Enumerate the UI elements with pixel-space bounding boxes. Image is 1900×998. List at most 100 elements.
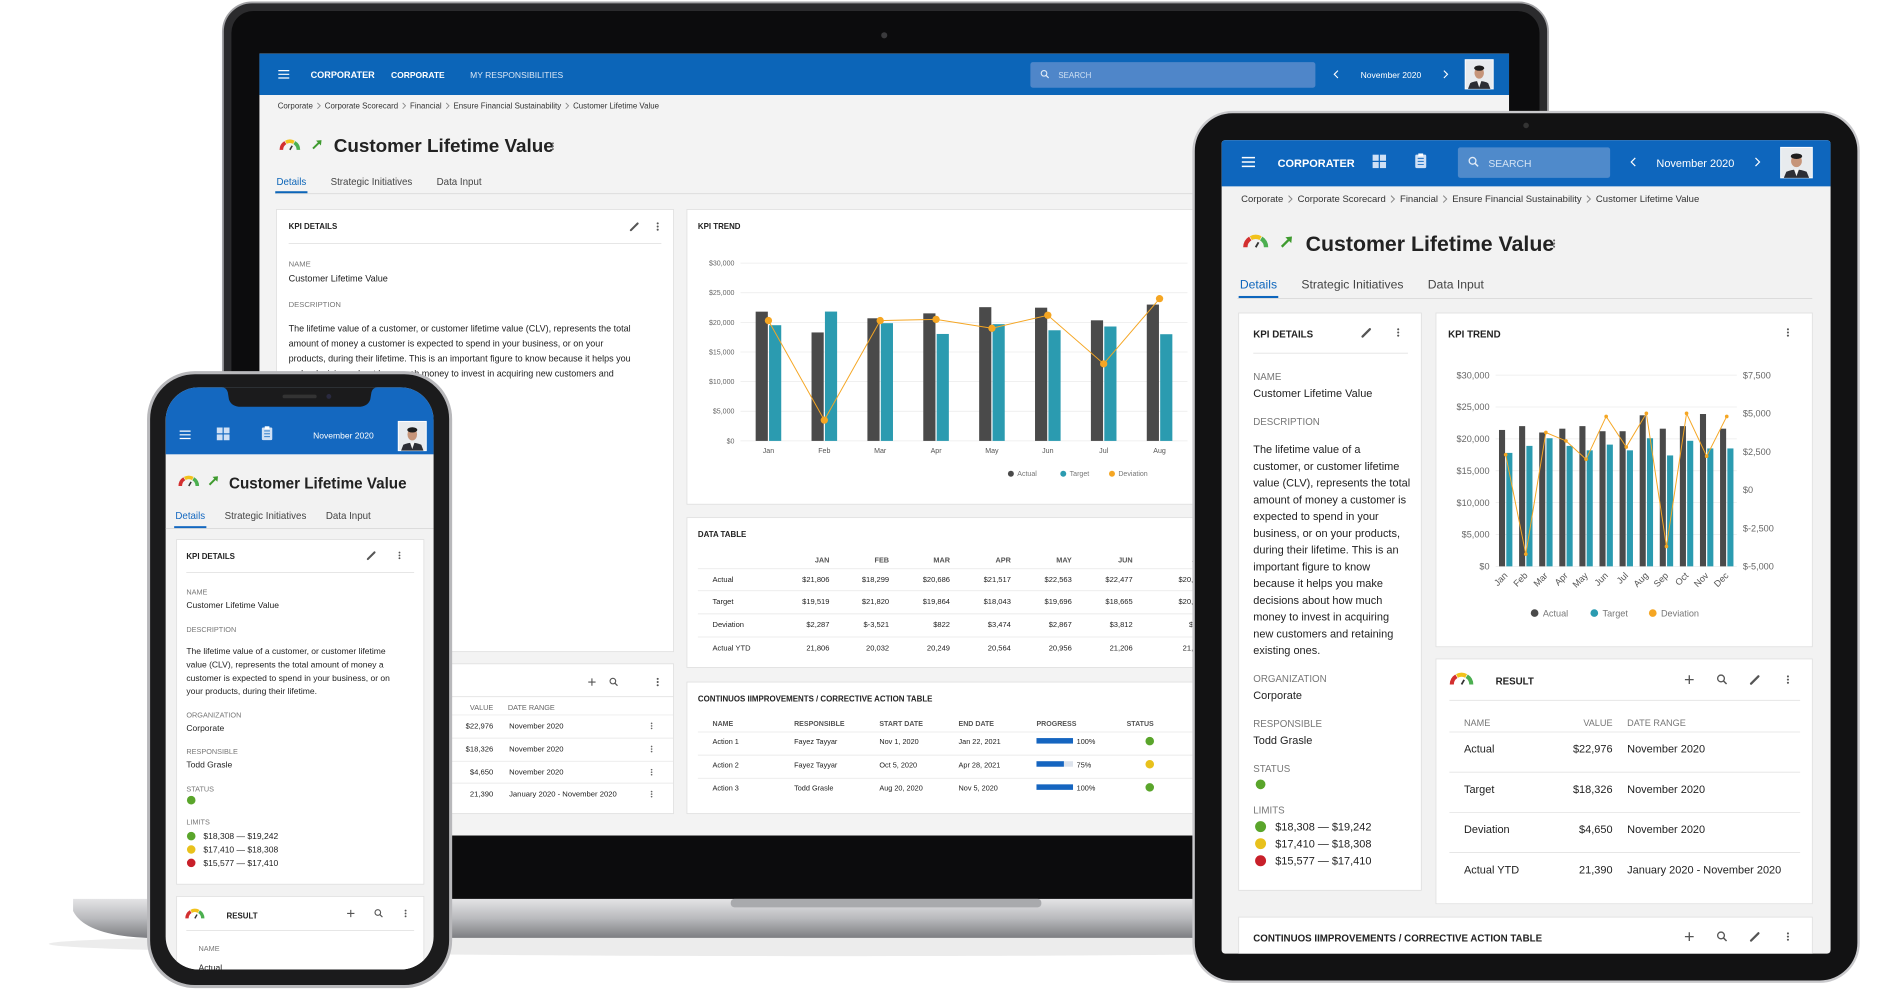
user-avatar[interactable]: [397, 420, 427, 452]
y-tick-label: $25,000: [709, 290, 735, 297]
chevron[interactable]: [1630, 157, 1636, 167]
more-button[interactable]: [1397, 328, 1400, 337]
tab[interactable]: Details: [1240, 278, 1277, 292]
deviation-point: [988, 324, 996, 332]
period-selector[interactable]: November 2020: [1656, 158, 1734, 170]
gauge-icon: [178, 475, 200, 487]
dashboard-button[interactable]: [216, 427, 230, 441]
table-cell: $22,563: [1045, 575, 1072, 584]
breadcrumb-link[interactable]: Financial: [1400, 194, 1438, 205]
nav-link[interactable]: MY RESPONSIBILITIES: [470, 70, 563, 80]
tab[interactable]: Data Input: [326, 511, 371, 522]
breadcrumb-link[interactable]: Corporate: [278, 101, 314, 110]
add-button[interactable]: [1684, 675, 1694, 685]
more-button[interactable]: [1786, 328, 1789, 337]
chevron[interactable]: [1443, 70, 1449, 79]
y-tick-label: $15,000: [709, 349, 735, 356]
speaker: [282, 394, 317, 399]
breadcrumb-link[interactable]: Corporate: [1241, 194, 1283, 205]
user-avatar[interactable]: [1464, 59, 1494, 90]
more-button[interactable]: [1786, 675, 1789, 684]
menu-button[interactable]: [278, 70, 290, 79]
edit-button[interactable]: [1361, 328, 1372, 338]
breadcrumb-link[interactable]: Customer Lifetime Value: [1596, 194, 1699, 205]
add-button[interactable]: [588, 678, 596, 686]
tab[interactable]: Details: [276, 177, 306, 188]
more-button[interactable]: [1786, 932, 1789, 941]
add-button[interactable]: [1684, 932, 1694, 941]
chevron[interactable]: [1755, 157, 1761, 167]
tab[interactable]: Details: [175, 511, 205, 522]
period-selector[interactable]: November 2020: [1361, 70, 1422, 80]
x-tick-label: May: [985, 448, 999, 455]
breadcrumb-link[interactable]: Ensure Financial Sustainability: [454, 101, 562, 110]
table-cell: $18,326: [1573, 784, 1613, 796]
more-button[interactable]: [552, 142, 554, 150]
field-value: Customer Lifetime Value: [186, 600, 279, 610]
search-icon[interactable]: [1716, 931, 1728, 942]
search-icon[interactable]: [1040, 69, 1050, 79]
more-button[interactable]: [656, 222, 659, 231]
breadcrumb-link[interactable]: Ensure Financial Sustainability: [1452, 194, 1582, 205]
more-button[interactable]: [650, 745, 653, 753]
more-button[interactable]: [650, 768, 653, 776]
search-icon[interactable]: [1468, 156, 1479, 167]
add-button[interactable]: [347, 909, 355, 918]
deviation-point: [1523, 552, 1528, 556]
menu-button[interactable]: [1241, 156, 1255, 168]
tab[interactable]: Data Input: [437, 177, 482, 188]
search-placeholder[interactable]: SEARCH: [1488, 159, 1531, 170]
search-box[interactable]: [1457, 147, 1611, 178]
dot: [1786, 681, 1789, 684]
edit-button[interactable]: [629, 222, 639, 232]
field-value: Corporate: [1253, 690, 1302, 702]
search-icon[interactable]: [609, 677, 618, 687]
search-icon[interactable]: [1716, 674, 1728, 685]
table-cell: Target: [1464, 784, 1494, 796]
more-button[interactable]: [1553, 239, 1556, 248]
search-placeholder[interactable]: SEARCH: [1058, 71, 1091, 80]
brand-logo[interactable]: CORPORATER: [1278, 158, 1355, 170]
more-button[interactable]: [404, 909, 407, 918]
edit-button[interactable]: [1749, 675, 1760, 685]
more-button[interactable]: [656, 677, 659, 687]
shirt: [1793, 169, 1800, 177]
breadcrumb-link[interactable]: Customer Lifetime Value: [573, 101, 660, 110]
column-header: PROGRESS: [1036, 721, 1076, 728]
tab[interactable]: Strategic Initiatives: [225, 511, 307, 522]
chevron[interactable]: [1333, 70, 1339, 79]
more-button[interactable]: [398, 551, 401, 560]
dashboard-button[interactable]: [1372, 154, 1387, 169]
column-header: APR: [995, 556, 1011, 565]
edit-button[interactable]: [366, 551, 376, 561]
brand-logo[interactable]: CORPORATER: [311, 70, 376, 80]
tab[interactable]: Data Input: [1428, 278, 1485, 292]
period-selector[interactable]: November 2020: [313, 430, 374, 440]
table-cell: Nov 1, 2020: [879, 737, 918, 746]
table-cell: Deviation: [1464, 824, 1510, 836]
search-box[interactable]: [1030, 62, 1316, 88]
deviation-line: [1505, 411, 1728, 555]
tasks-button[interactable]: [261, 426, 273, 441]
table-cell: Jan 22, 2021: [959, 737, 1001, 746]
limit-range: $17,410 — $18,308: [203, 845, 278, 855]
progress-bar: [1036, 784, 1074, 790]
edit-button[interactable]: [1749, 932, 1760, 942]
breadcrumb-link[interactable]: Corporate Scorecard: [325, 101, 398, 110]
deviation-point: [1564, 439, 1568, 443]
more-button[interactable]: [650, 790, 653, 798]
user-avatar[interactable]: [1780, 146, 1813, 179]
nav-link[interactable]: CORPORATE: [391, 70, 445, 80]
lens: [374, 909, 382, 916]
deviation-point: [1684, 411, 1689, 416]
menu-button[interactable]: [179, 430, 191, 440]
search-icon[interactable]: [374, 909, 383, 918]
more-button[interactable]: [650, 722, 653, 730]
tab[interactable]: Strategic Initiatives: [331, 177, 413, 188]
tab[interactable]: Strategic Initiatives: [1301, 278, 1403, 292]
y-tick-label: $15,000: [1457, 466, 1490, 476]
breadcrumb-link[interactable]: Corporate Scorecard: [1298, 194, 1386, 205]
tasks-button[interactable]: [1415, 153, 1427, 169]
x-tick-label: Apr: [931, 448, 943, 455]
breadcrumb-link[interactable]: Financial: [410, 101, 442, 110]
